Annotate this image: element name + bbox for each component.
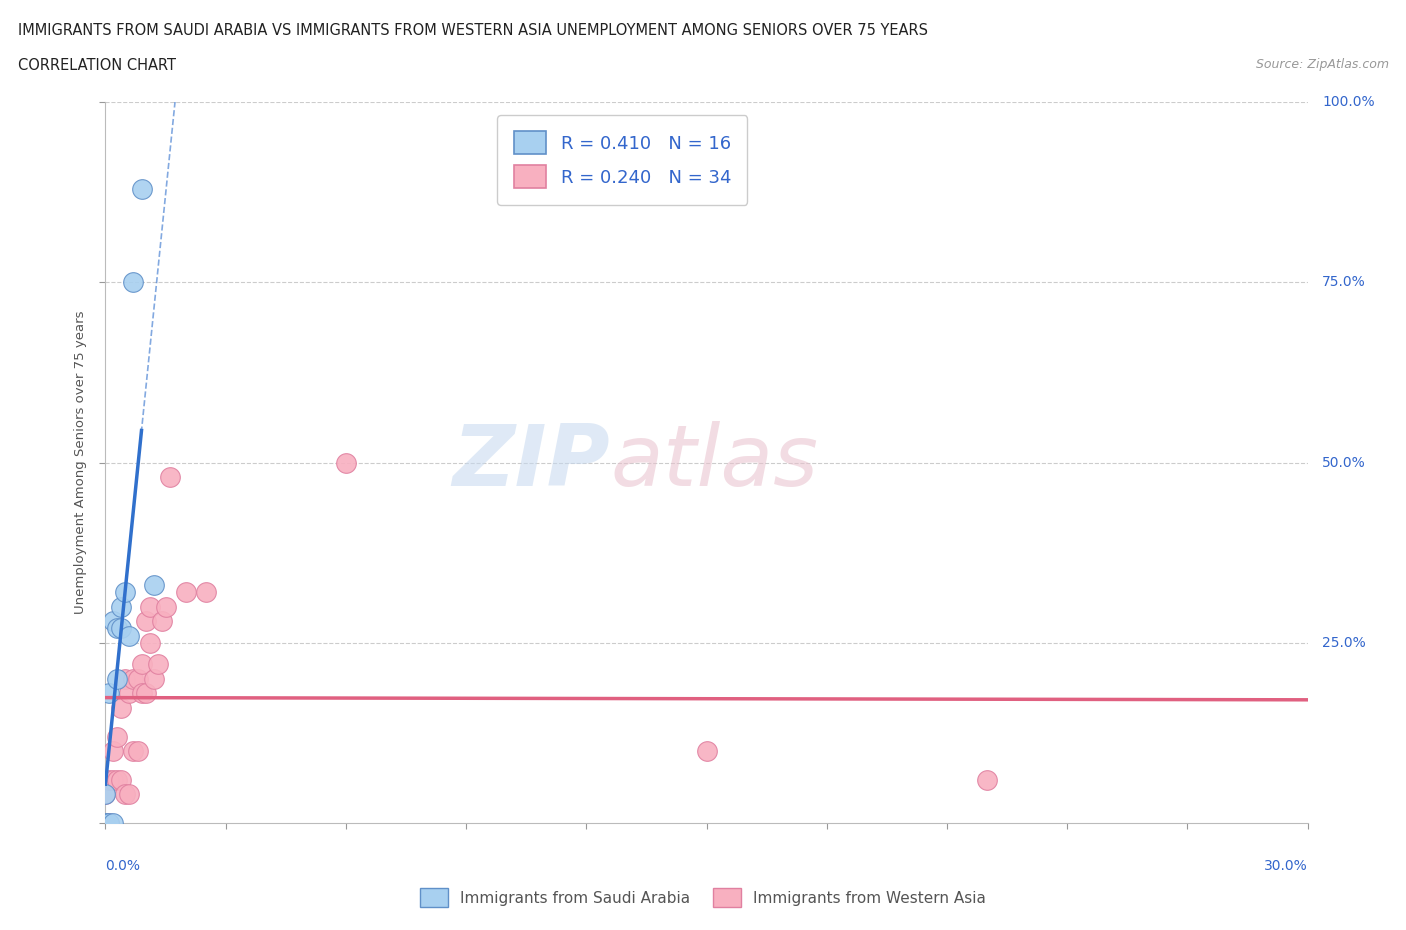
Point (98, 772, 121, 787)
Point (107, 621, 129, 636)
Point (103, 772, 125, 787)
Point (174, 585, 197, 600)
Point (194, 585, 217, 600)
Text: Source: ZipAtlas.com: Source: ZipAtlas.com (1256, 58, 1389, 71)
Point (127, 671, 149, 686)
Point (110, 621, 132, 636)
Point (110, 700, 132, 715)
Point (118, 787, 141, 802)
Point (114, 787, 136, 802)
Point (155, 600, 177, 615)
Point (131, 657, 153, 671)
Text: 50.0%: 50.0% (1322, 456, 1365, 470)
Point (98, 686, 121, 701)
Point (696, 744, 718, 759)
Point (131, 686, 153, 701)
Point (142, 671, 165, 686)
Point (110, 600, 132, 615)
Text: IMMIGRANTS FROM SAUDI ARABIA VS IMMIGRANTS FROM WESTERN ASIA UNEMPLOYMENT AMONG : IMMIGRANTS FROM SAUDI ARABIA VS IMMIGRAN… (18, 23, 928, 38)
Point (94, 787, 117, 802)
Text: 100.0%: 100.0% (1322, 95, 1375, 110)
Text: ZIP: ZIP (453, 421, 610, 504)
Point (118, 629, 141, 644)
Point (94, 787, 117, 802)
Point (98, 816, 121, 830)
Point (107, 772, 129, 787)
Point (94, 816, 117, 830)
Point (103, 744, 125, 759)
Point (107, 729, 129, 744)
Point (138, 600, 160, 615)
Point (131, 181, 153, 196)
Point (103, 614, 125, 629)
Point (150, 614, 173, 629)
Text: 75.0%: 75.0% (1322, 275, 1365, 289)
Point (142, 578, 165, 592)
Point (110, 772, 132, 787)
Point (135, 614, 157, 629)
Point (146, 657, 169, 671)
Point (335, 456, 357, 471)
Point (103, 816, 125, 830)
Text: 30.0%: 30.0% (1264, 859, 1308, 873)
Point (159, 470, 181, 485)
Point (114, 671, 136, 686)
Legend: R = 0.410   N = 16, R = 0.240   N = 34: R = 0.410 N = 16, R = 0.240 N = 34 (498, 115, 748, 205)
Point (122, 671, 145, 686)
Y-axis label: Unemployment Among Seniors over 75 years: Unemployment Among Seniors over 75 years (73, 311, 87, 615)
Point (138, 635, 160, 650)
Point (976, 772, 998, 787)
Point (114, 585, 136, 600)
Point (94, 816, 117, 830)
Point (127, 744, 149, 759)
Point (107, 671, 129, 686)
Text: 0.0%: 0.0% (105, 859, 141, 873)
Point (122, 744, 145, 759)
Point (118, 686, 141, 701)
Text: 25.0%: 25.0% (1322, 636, 1365, 650)
Text: atlas: atlas (610, 421, 818, 504)
Point (135, 686, 157, 701)
Point (122, 275, 145, 290)
Text: CORRELATION CHART: CORRELATION CHART (18, 58, 176, 73)
Point (94, 816, 117, 830)
Legend: Immigrants from Saudi Arabia, Immigrants from Western Asia: Immigrants from Saudi Arabia, Immigrants… (415, 883, 991, 913)
Point (98, 816, 121, 830)
